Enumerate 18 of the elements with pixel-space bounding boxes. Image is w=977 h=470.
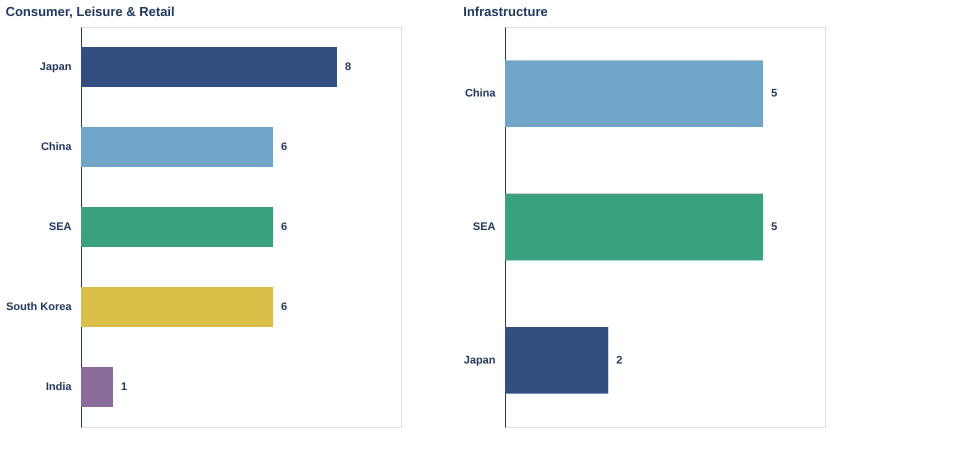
data-label: 1 (121, 381, 128, 393)
data-label: 6 (281, 301, 288, 313)
data-label: 2 (616, 354, 622, 366)
data-label: 5 (771, 88, 778, 100)
y-tick-label: China (40, 141, 72, 153)
y-tick-label: Japan (464, 354, 496, 366)
data-label: 8 (345, 61, 352, 73)
y-tick-label: SEA (472, 221, 496, 233)
y-tick-label: India (46, 381, 72, 393)
y-tick-label: South Korea (6, 301, 72, 313)
y-tick-label: SEA (48, 221, 72, 233)
chart-title: Consumer, Leisure & Retail (6, 4, 175, 19)
data-label: 6 (281, 221, 288, 233)
y-tick-label: China (464, 88, 496, 100)
y-tick-label: Japan (40, 61, 72, 73)
data-label: 6 (281, 141, 288, 153)
chart-title: Infrastructure (463, 4, 548, 19)
data-label: 5 (771, 221, 778, 233)
